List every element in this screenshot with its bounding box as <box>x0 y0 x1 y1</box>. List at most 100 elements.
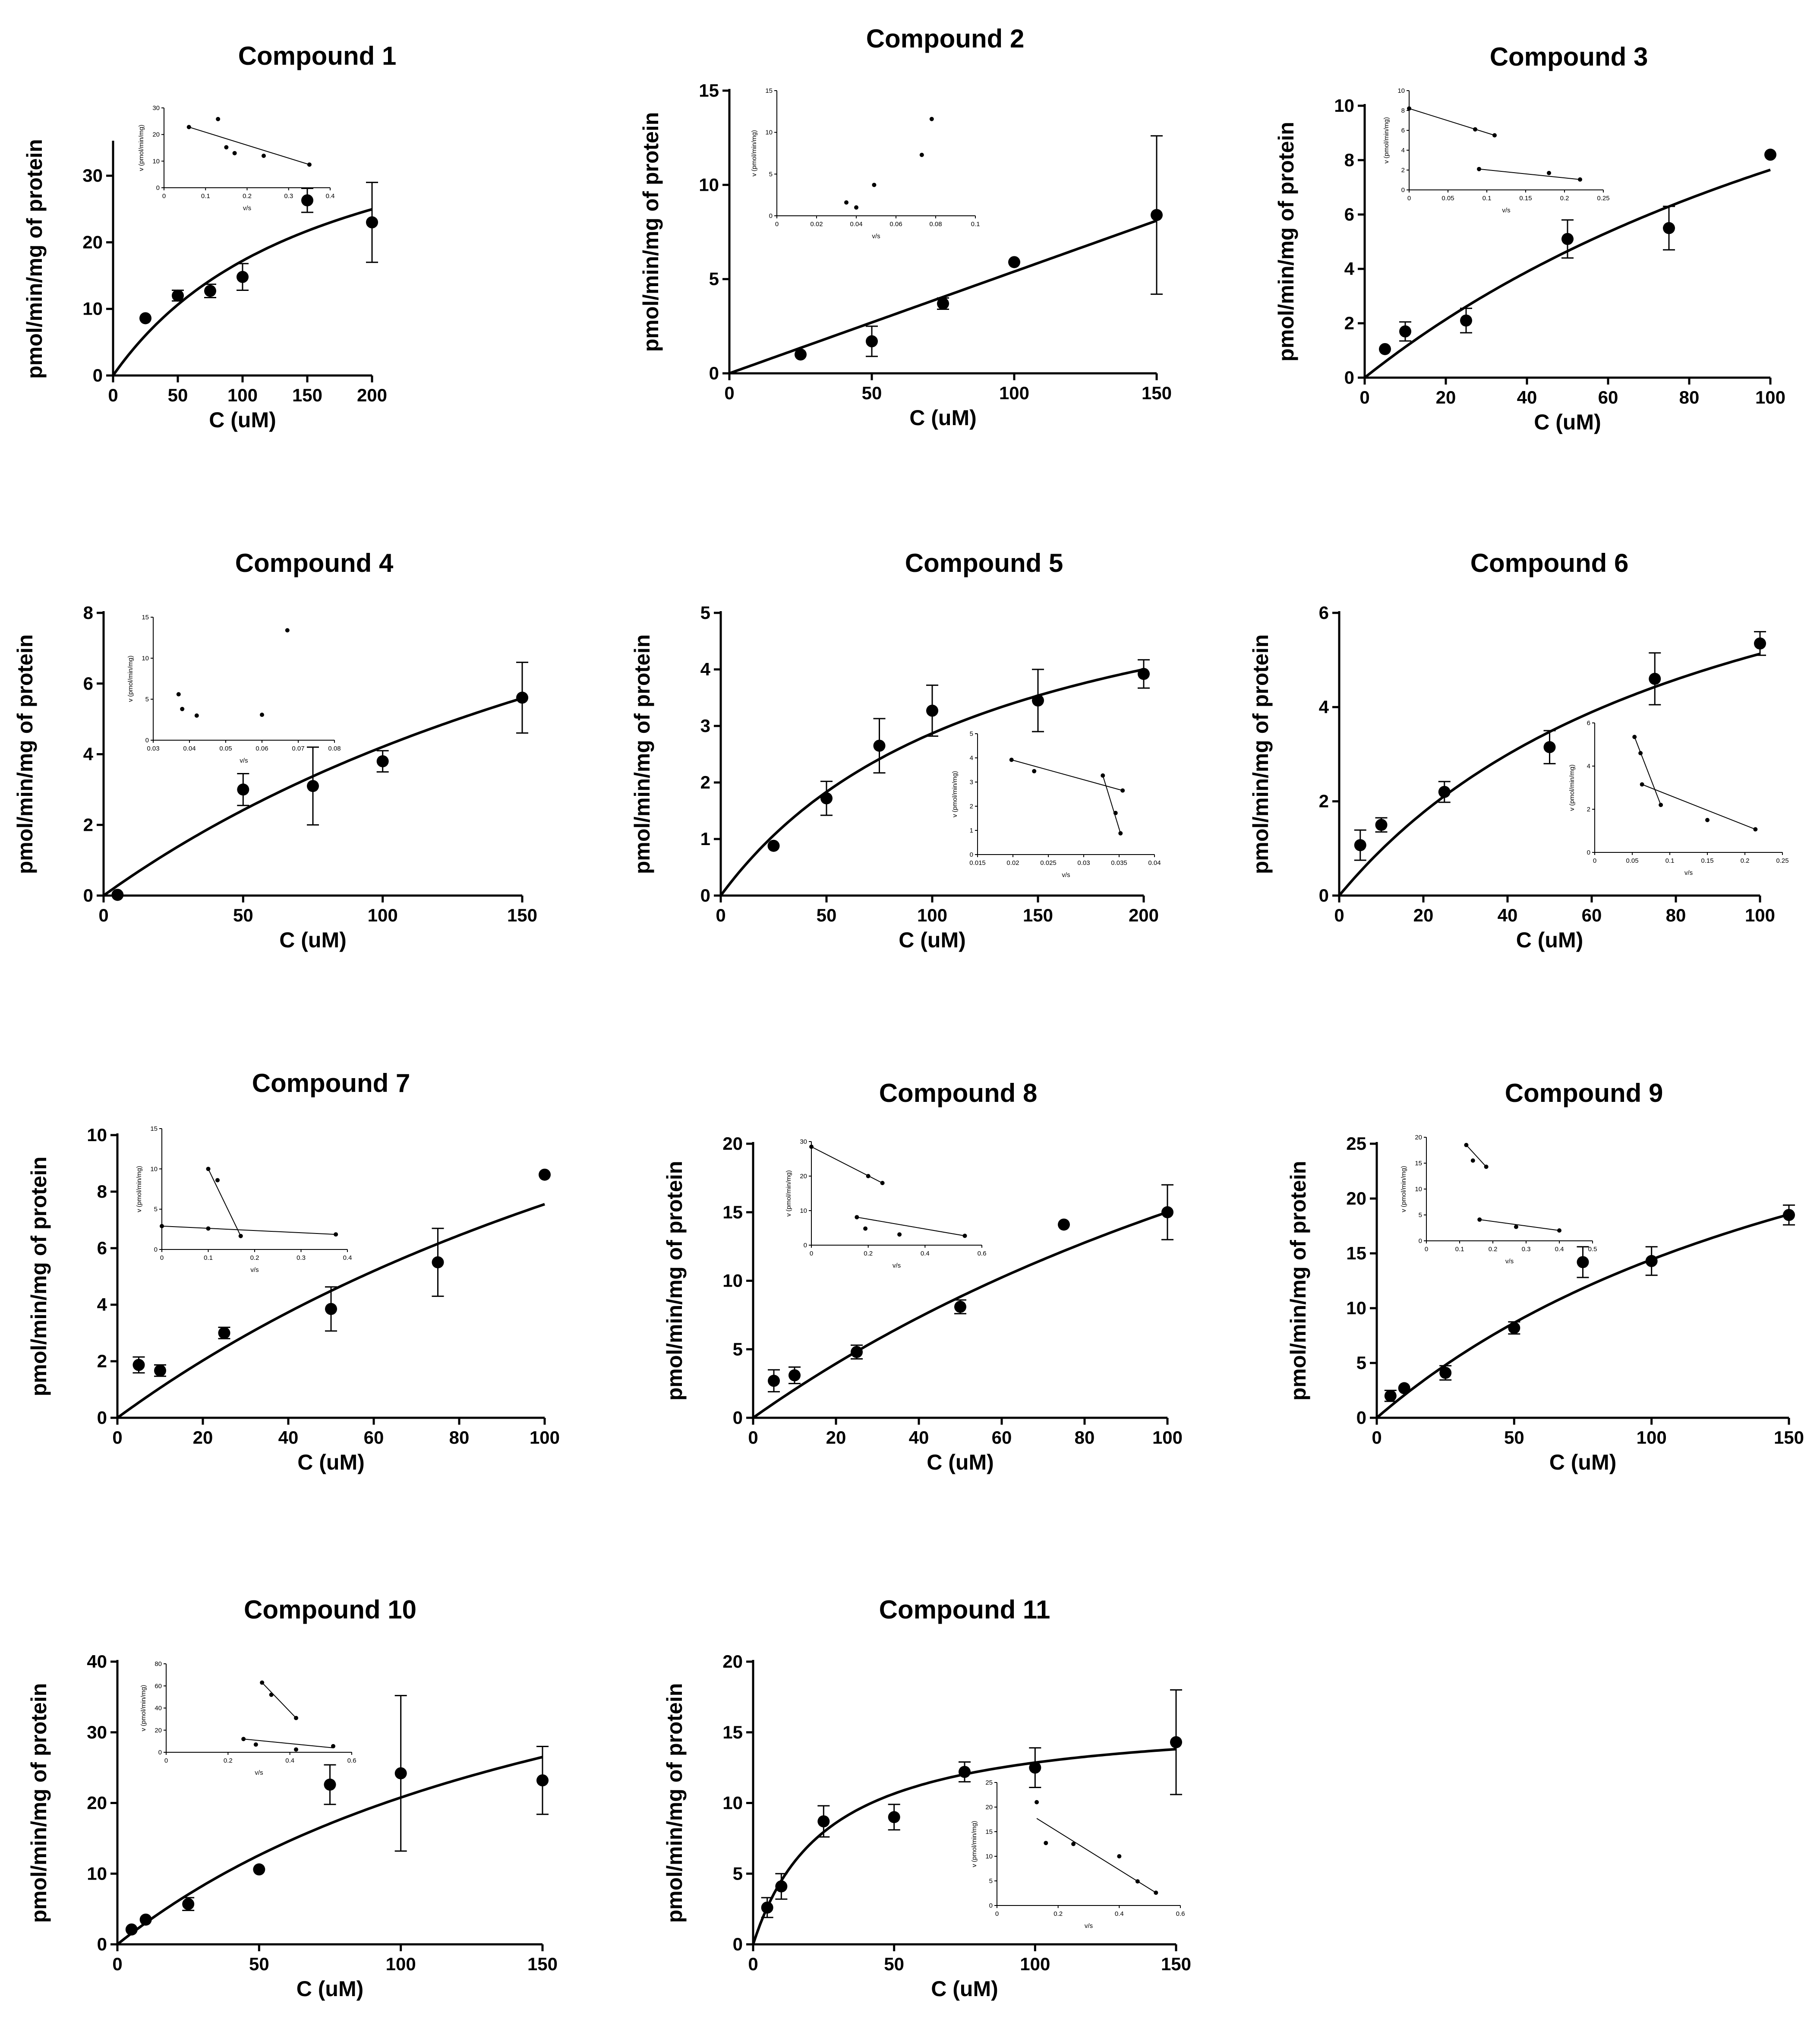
inset-regression-line <box>1102 775 1121 834</box>
inset-x-tick-label: 0.2 <box>224 1757 233 1764</box>
inset-data-point <box>331 1744 335 1748</box>
x-tick-label: 80 <box>1666 905 1686 925</box>
inset-y-tick-label: 20 <box>152 131 160 139</box>
data-point <box>1354 839 1366 852</box>
inset-x-tick-label: 0.015 <box>969 859 986 867</box>
inset-x-tick-label: 0.035 <box>1111 859 1127 867</box>
inset-data-point <box>897 1232 902 1237</box>
inset-y-axis-label: v (pmol/min/mg) <box>140 1685 147 1732</box>
x-tick-label: 60 <box>1582 905 1602 925</box>
x-tick-label: 20 <box>1436 387 1456 407</box>
data-point <box>1783 1209 1795 1221</box>
chart-title: Compound 11 <box>879 1595 1050 1624</box>
inset-x-tick-label: 0 <box>810 1250 813 1257</box>
inset-x-tick-label: 0 <box>1407 195 1411 202</box>
data-point <box>954 1300 966 1313</box>
inset-y-tick-label: 5 <box>989 1877 993 1885</box>
inset-data-point <box>872 183 877 187</box>
y-tick-label: 2 <box>1319 791 1329 811</box>
inset-x-tick-label: 0.06 <box>255 745 268 752</box>
x-axis-label: C (uM) <box>927 1450 994 1474</box>
inset-data-point <box>216 117 221 121</box>
x-axis-label: C (uM) <box>279 928 347 952</box>
inset-x-tick-label: 0 <box>164 1757 168 1764</box>
inset-y-tick-label: 25 <box>985 1779 993 1786</box>
x-tick-label: 50 <box>168 385 188 405</box>
y-tick-label: 30 <box>82 165 103 186</box>
data-point <box>1399 325 1411 338</box>
inset-y-tick-label: 5 <box>145 696 149 703</box>
y-tick-label: 20 <box>87 1793 107 1813</box>
inset-data-point <box>962 1233 967 1238</box>
x-tick-label: 100 <box>530 1427 560 1448</box>
x-tick-label: 100 <box>917 905 947 925</box>
chart-title: Compound 10 <box>244 1595 416 1624</box>
data-point <box>139 1913 152 1926</box>
y-tick-label: 4 <box>83 744 94 764</box>
fit-curve <box>1376 1213 1789 1419</box>
x-axis-label: C (uM) <box>931 1977 998 2001</box>
x-tick-label: 100 <box>386 1954 416 1974</box>
x-tick-label: 40 <box>278 1427 299 1448</box>
data-point <box>139 312 151 325</box>
inset-data-point <box>262 154 266 158</box>
inset-y-tick-label: 6 <box>1587 719 1590 727</box>
data-point <box>959 1766 971 1778</box>
inset-data-point <box>1547 170 1551 175</box>
inset-chart: 0.015 0.02 0.025 0.03 0.035 0.04 0 1 2 3 4 5 v/s v (p… <box>951 730 1161 879</box>
inset-y-tick-label: 10 <box>1397 87 1405 95</box>
chart-title: Compound 8 <box>879 1079 1038 1107</box>
inset-x-tick-label: 0 <box>775 221 779 228</box>
inset-chart: 0 0.1 0.2 0.3 0.4 0 10 20 30 v/s v (pmol/min/mg) <box>138 104 334 212</box>
inset-data-point <box>855 1215 859 1220</box>
data-point <box>1561 233 1574 245</box>
inset-x-axis-label: v/s <box>250 1266 259 1274</box>
inset-data-point <box>160 1224 164 1228</box>
y-tick-label: 2 <box>83 814 93 835</box>
inset-x-axis-label: v/s <box>1505 1258 1514 1265</box>
y-tick-label: 5 <box>733 1863 743 1883</box>
y-tick-label: 0 <box>733 1934 743 1954</box>
inset-data-point <box>285 628 290 633</box>
inset-y-tick-label: 0 <box>1419 1237 1422 1245</box>
y-tick-label: 4 <box>1319 697 1329 717</box>
inset-chart: 0 0.2 0.4 0.6 0 20 40 60 80 v/s v (pmol/min/mg) <box>140 1660 356 1776</box>
inset-y-axis-label: v (pmol/min/mg) <box>751 130 758 177</box>
inset-data-point <box>866 1174 871 1178</box>
x-axis-label: C (uM) <box>209 408 276 432</box>
data-point <box>253 1863 265 1876</box>
inset-regression-line <box>189 126 310 165</box>
inset-data-point <box>1477 1217 1482 1222</box>
y-tick-label: 6 <box>1319 603 1329 623</box>
inset-x-axis-label: v/s <box>893 1262 901 1269</box>
inset-x-tick-label: 0.2 <box>864 1250 873 1257</box>
inset-chart: 0 0.05 0.1 0.15 0.2 0.25 0 2 4 6 8 10 v/s v (pmol/min… <box>1383 87 1610 214</box>
data-point <box>307 780 319 792</box>
inset-y-tick-label: 0 <box>989 1902 993 1909</box>
inset-x-tick-label: 0 <box>162 192 166 200</box>
x-tick-label: 150 <box>527 1954 558 1974</box>
data-point <box>1649 672 1661 685</box>
inset-x-axis-label: v/s <box>1062 871 1070 879</box>
inset-x-tick-label: 0.07 <box>292 745 304 752</box>
inset-x-tick-label: 0.05 <box>1441 195 1454 202</box>
y-tick-label: 15 <box>722 1202 743 1222</box>
data-point <box>376 755 389 767</box>
inset-data-point <box>176 692 181 697</box>
y-tick-label: 25 <box>1346 1133 1366 1154</box>
inset-x-tick-label: 0 <box>1593 857 1596 864</box>
y-tick-label: 0 <box>1319 885 1329 905</box>
y-tick-label: 3 <box>700 716 710 736</box>
inset-y-tick-label: 10 <box>150 1165 158 1173</box>
inset-data-point <box>1032 769 1037 773</box>
inset-data-point <box>1009 757 1014 762</box>
inset-chart: 0 0.05 0.1 0.15 0.2 0.25 0 2 4 6 v/s v (pmol/min/mg… <box>1568 719 1789 877</box>
x-tick-label: 0 <box>98 905 108 925</box>
inset-x-tick-label: 0.1 <box>204 1254 213 1262</box>
inset-x-tick-label: 0.1 <box>1482 195 1492 202</box>
y-tick-label: 4 <box>700 659 711 679</box>
